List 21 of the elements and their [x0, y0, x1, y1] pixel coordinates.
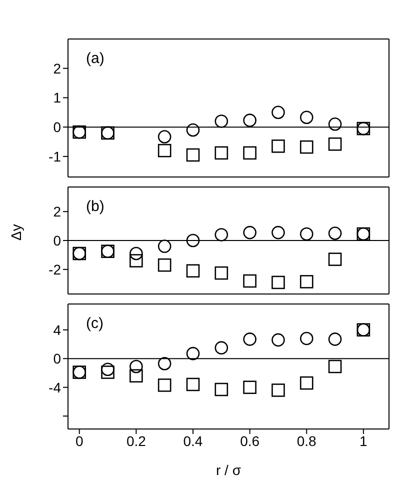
x-tick-label: 0 [75, 432, 84, 449]
y-tick-label: 0 [53, 232, 62, 248]
x-tick-label: 0.6 [240, 432, 260, 449]
y-tick-label: -2 [48, 261, 62, 278]
x-tick-label: 0.8 [296, 432, 317, 449]
y-tick-label: -1 [48, 148, 62, 164]
y-tick-label: 0 [53, 350, 62, 367]
y-tick-label: 2 [53, 204, 62, 220]
y-tick-label: 0 [53, 119, 62, 136]
x-tick-label: 0.4 [183, 432, 203, 449]
annotation: (a) [86, 50, 104, 67]
y-tick-label: -4 [48, 379, 62, 396]
x-tick-label: 1 [360, 432, 368, 449]
annotation: (b) [86, 198, 104, 215]
annotation: (c) [86, 315, 104, 332]
y-tick-label: 1 [53, 90, 62, 106]
x-tick-label: 0.2 [126, 432, 146, 449]
y-axis-title: Δy [8, 224, 24, 240]
y-tick-label: 4 [53, 322, 62, 338]
y-tick-label: 2 [53, 60, 62, 76]
x-axis-title: r / σ [216, 462, 242, 478]
